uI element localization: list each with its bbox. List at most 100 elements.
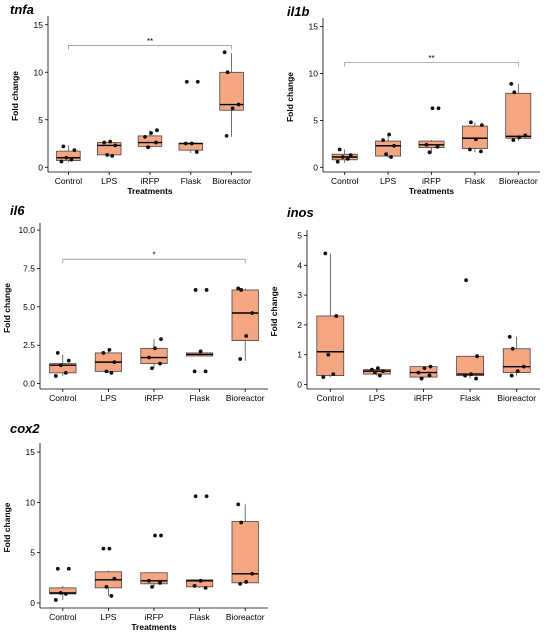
- data-point: [194, 150, 199, 154]
- box-iqr: [505, 92, 532, 139]
- y-tick-label: 0: [30, 598, 35, 608]
- data-point: [348, 153, 353, 158]
- data-point: [373, 370, 377, 375]
- data-point: [509, 81, 514, 86]
- data-point: [64, 155, 69, 160]
- data-point: [384, 152, 388, 157]
- data-point: [463, 373, 467, 378]
- x-tick-label: Flask: [465, 176, 486, 186]
- data-point: [108, 139, 113, 144]
- box-iqr: [49, 363, 77, 374]
- x-tick-label: Bioreactor: [226, 612, 265, 622]
- data-point: [427, 373, 432, 378]
- data-point: [376, 366, 380, 371]
- data-point: [507, 334, 512, 339]
- data-point: [340, 155, 345, 159]
- x-tick-label: Control: [331, 176, 359, 186]
- x-tick-label: iRFP: [145, 393, 164, 403]
- data-point: [244, 579, 249, 584]
- data-point: [480, 123, 484, 128]
- data-point: [236, 502, 241, 507]
- data-point: [479, 149, 483, 154]
- data-point: [72, 148, 77, 153]
- x-tick-label: Control: [317, 393, 345, 403]
- data-point: [321, 375, 326, 379]
- data-point: [236, 286, 241, 291]
- box-Control: [316, 251, 345, 379]
- box-iqr: [461, 125, 488, 149]
- data-point: [109, 594, 114, 598]
- data-point: [193, 288, 198, 292]
- box-iqr: [140, 347, 168, 365]
- y-tick-label: 1: [297, 350, 302, 360]
- data-point: [392, 143, 396, 148]
- data-point: [370, 367, 374, 372]
- data-point: [107, 347, 112, 352]
- data-point: [192, 369, 197, 374]
- data-point: [323, 251, 328, 256]
- y-tick-label: 15: [309, 22, 319, 32]
- panel-tnfa: tnfa 0 5 10 15 Fold change Control LPS iRFP Flask…: [10, 2, 252, 196]
- y-axis-label: Fold change: [2, 283, 12, 333]
- data-point: [184, 79, 189, 84]
- data-point: [474, 137, 478, 142]
- x-tick-label: LPS: [100, 393, 116, 403]
- data-point: [159, 337, 163, 341]
- data-point: [428, 364, 433, 369]
- x-tick-label: Control: [49, 612, 77, 622]
- box-iRFP: [140, 533, 168, 589]
- data-point: [236, 102, 241, 107]
- x-axis-label: Treatments: [409, 186, 455, 196]
- y-tick-label: 10.0: [18, 225, 35, 235]
- data-point: [69, 157, 74, 162]
- data-point: [517, 135, 522, 140]
- y-tick-label: 7.5: [23, 263, 35, 273]
- data-point: [430, 106, 435, 111]
- data-point: [66, 566, 71, 571]
- data-point: [230, 106, 235, 111]
- y-axis-label: Fold change: [10, 71, 20, 121]
- y-axis-label: Fold change: [2, 502, 12, 552]
- data-point: [104, 369, 109, 374]
- box-iqr: [140, 572, 168, 585]
- data-point: [345, 156, 350, 161]
- box-Bioreactor: [505, 81, 532, 143]
- data-point: [158, 580, 162, 585]
- significance-bracket: [62, 258, 246, 264]
- data-point: [102, 140, 107, 145]
- data-point: [189, 141, 194, 146]
- data-point: [474, 376, 478, 381]
- y-tick-label: 0: [38, 162, 43, 172]
- x-tick-label: LPS: [100, 612, 116, 622]
- data-point: [469, 120, 473, 125]
- y-tick-label: 2.5: [23, 340, 35, 350]
- data-point: [424, 142, 429, 147]
- data-point: [204, 288, 209, 292]
- box-Control: [49, 351, 77, 378]
- significance-bracket: [344, 61, 519, 67]
- y-tick-label: 5: [30, 548, 35, 558]
- panel-title: il1b: [287, 4, 309, 19]
- x-tick-label: Control: [55, 176, 83, 186]
- data-point: [159, 533, 163, 538]
- data-point: [204, 494, 209, 499]
- y-tick-label: 3: [297, 290, 302, 300]
- data-point: [109, 370, 114, 375]
- data-point: [334, 314, 339, 318]
- y-tick-label: 5: [38, 115, 43, 125]
- data-point: [53, 598, 58, 602]
- box-iqr: [56, 150, 81, 161]
- data-point: [510, 346, 515, 351]
- y-tick-label: 0: [297, 380, 302, 390]
- x-tick-label: LPS: [369, 393, 385, 403]
- data-point: [378, 373, 382, 378]
- box-iqr: [316, 315, 345, 376]
- data-point: [53, 374, 58, 378]
- data-point: [112, 360, 117, 365]
- panel-inos: inos 0 1 2 3 4 5 Fold change Control LPS iRFP Flask…: [269, 205, 540, 403]
- data-point: [101, 351, 106, 355]
- data-point: [59, 159, 64, 164]
- data-point: [153, 346, 157, 351]
- box-iRFP: [409, 364, 438, 381]
